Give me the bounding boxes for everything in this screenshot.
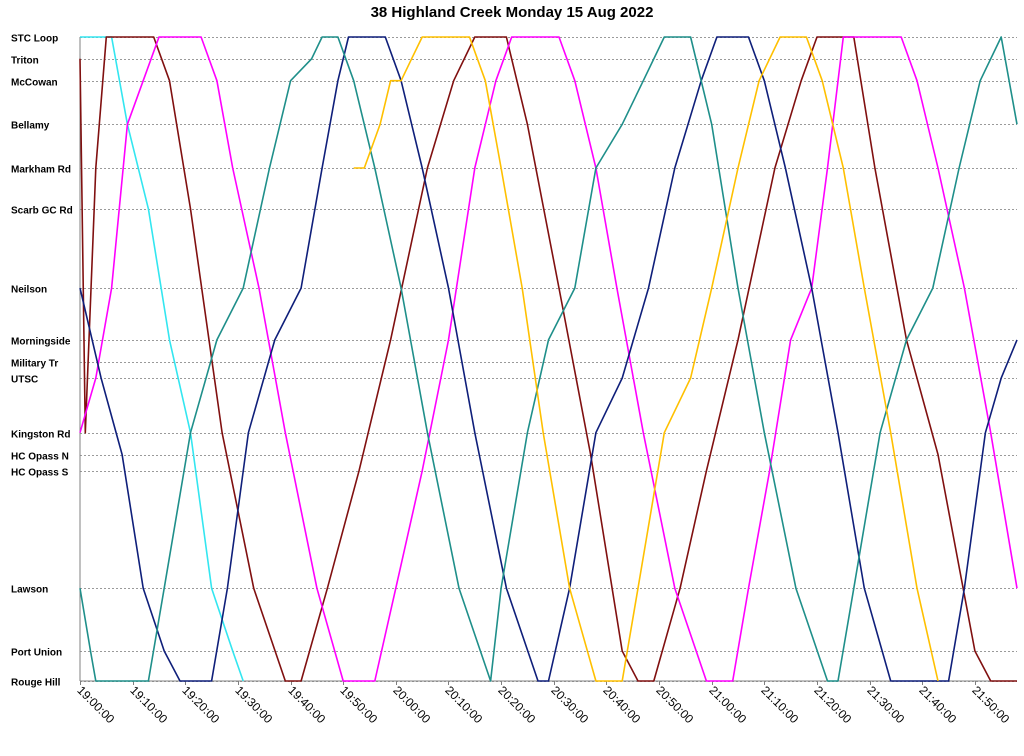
x-tick-label: 20:40:00 <box>600 683 643 726</box>
stop-label: Kingston Rd <box>11 430 70 441</box>
stop-label: STC Loop <box>11 34 58 45</box>
x-tick-label: 20:00:00 <box>390 683 433 726</box>
x-tick-label: 19:10:00 <box>127 683 170 726</box>
x-tick-label: 20:30:00 <box>548 683 591 726</box>
stop-label: UTSC <box>11 375 38 386</box>
stop-labels: STC Loop Triton McCowan Bellamy Markham Rd Sc… <box>11 34 73 689</box>
x-tick-label: 21:40:00 <box>916 683 959 726</box>
stop-label: Military Tr <box>11 359 58 370</box>
stop-label: Triton <box>11 56 39 67</box>
x-tick-label: 21:00:00 <box>706 683 749 726</box>
stop-label: HC Opass N <box>11 452 69 463</box>
trip-line-3 <box>79 36 1018 682</box>
stop-label: HC Opass S <box>11 468 69 479</box>
x-tick-label: 21:50:00 <box>969 683 1012 726</box>
x-tick-label: 21:20:00 <box>811 683 854 726</box>
stop-label: Lawson <box>11 585 48 596</box>
stop-label: Scarb GC Rd <box>11 206 73 217</box>
x-tick-label: 21:30:00 <box>864 683 907 726</box>
chart-title: 38 Highland Creek Monday 15 Aug 2022 <box>370 4 654 21</box>
x-tick-label: 19:30:00 <box>232 683 275 726</box>
stop-label: Morningside <box>11 337 71 348</box>
stop-label: Rouge Hill <box>11 678 61 689</box>
stop-label: Markham Rd <box>11 165 71 176</box>
x-tick-label: 19:40:00 <box>285 683 328 726</box>
trip-line-4 <box>79 36 1018 682</box>
stop-label: Neilson <box>11 285 47 296</box>
x-tick-label: 20:10:00 <box>442 683 485 726</box>
stop-label: Bellamy <box>11 121 50 132</box>
trip-line-5 <box>353 36 939 682</box>
series-layer <box>79 36 1018 682</box>
x-tick-label: 20:20:00 <box>495 683 538 726</box>
trip-line-0 <box>80 36 244 682</box>
x-tick-label: 19:50:00 <box>337 683 380 726</box>
x-tick-label: 20:50:00 <box>653 683 696 726</box>
time-labels: 19:00:00 19:10:00 19:20:00 19:30:00 19:40:00… <box>74 683 1012 726</box>
x-tick-label: 19:00:00 <box>74 683 117 726</box>
x-tick-label: 19:20:00 <box>179 683 222 726</box>
trip-line-2 <box>79 36 1018 682</box>
grid-lines <box>80 37 1017 685</box>
x-tick-label: 21:10:00 <box>758 683 801 726</box>
stop-label: Port Union <box>11 648 62 659</box>
stop-label: McCowan <box>11 78 58 89</box>
